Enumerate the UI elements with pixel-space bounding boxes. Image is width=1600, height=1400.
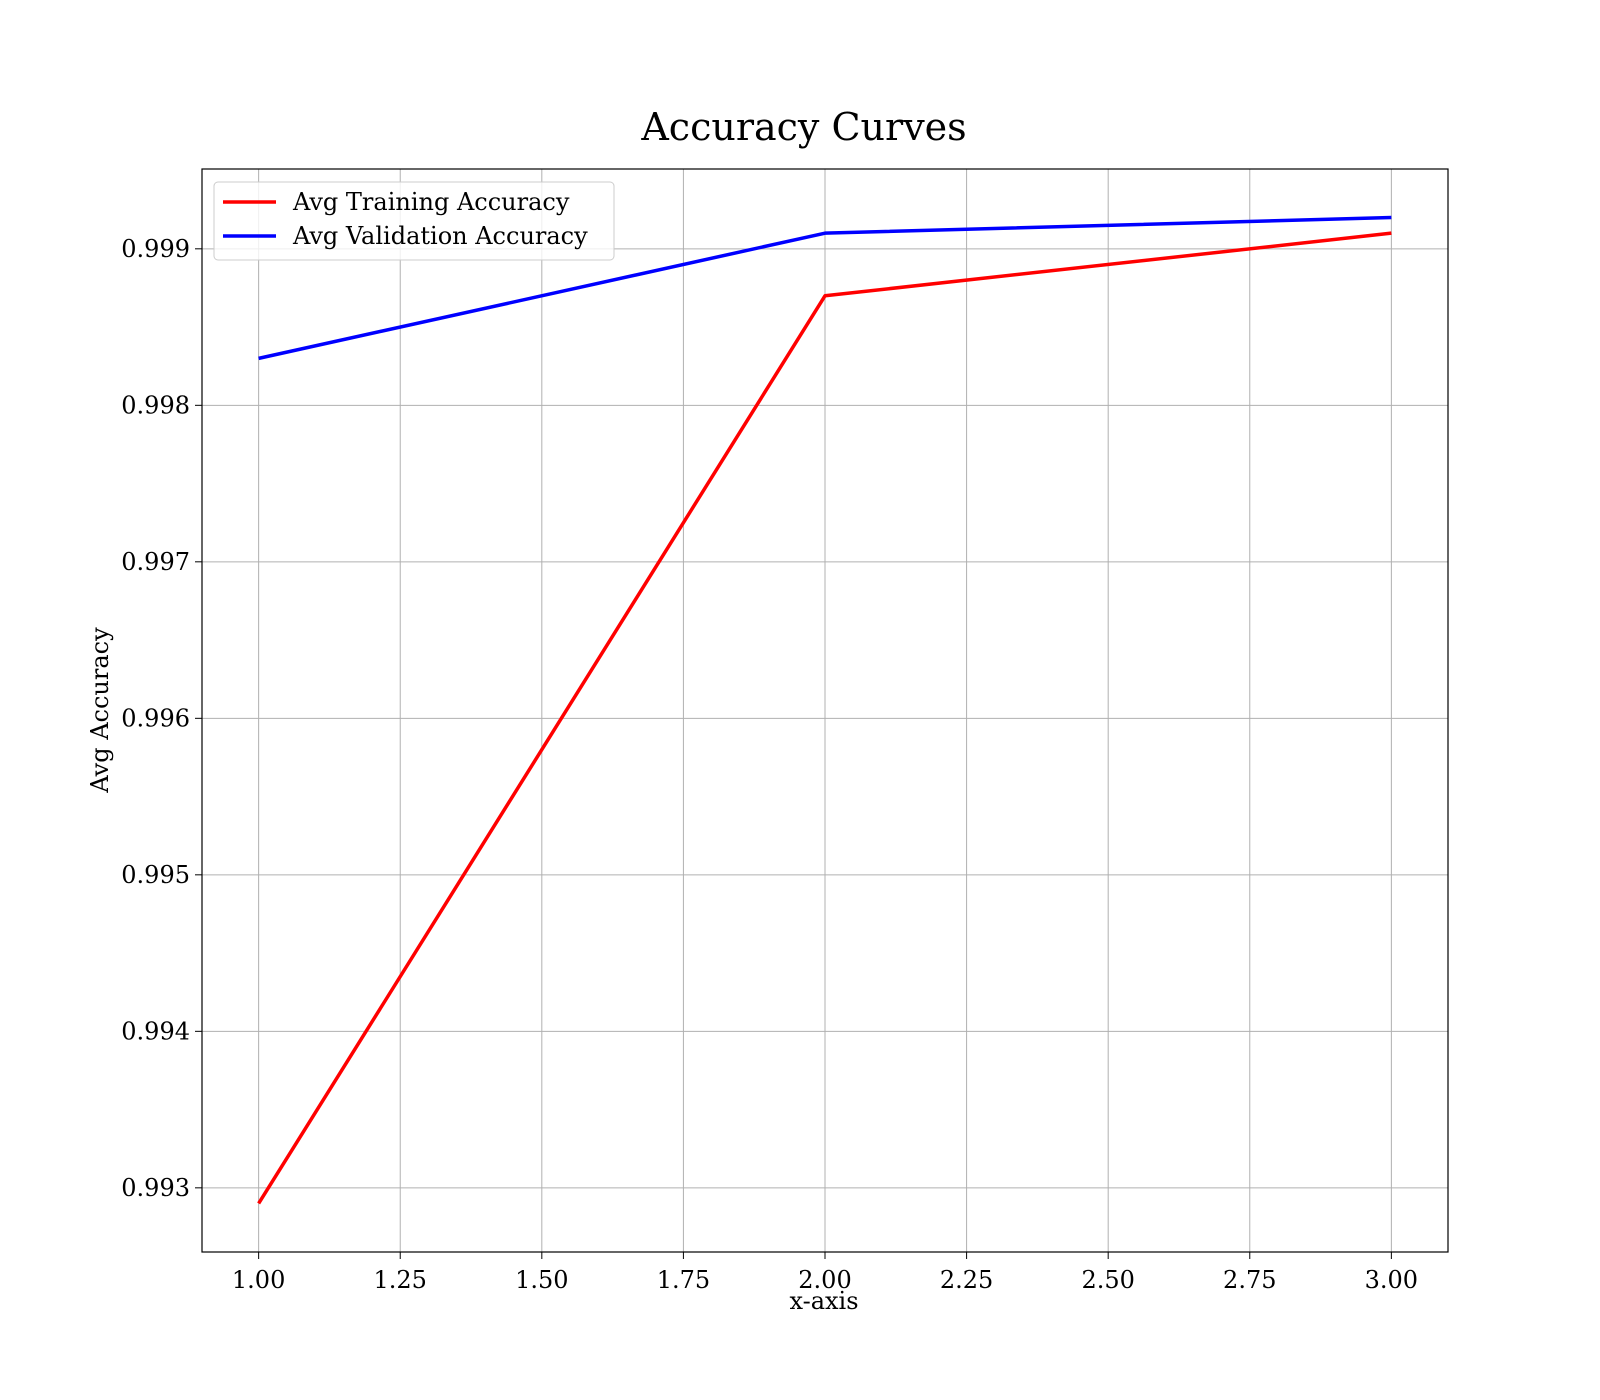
x-tick-label: 2.50 bbox=[1081, 1266, 1134, 1294]
series-layer bbox=[257, 215, 1392, 1205]
y-tick-label: 0.994 bbox=[121, 1017, 190, 1045]
legend-entry-label: Avg Validation Accuracy bbox=[292, 222, 588, 250]
y-tick-label: 0.997 bbox=[121, 548, 190, 576]
x-tick-label: 1.75 bbox=[657, 1266, 710, 1294]
x-tick-label: 1.25 bbox=[374, 1266, 427, 1294]
x-tick-label: 2.00 bbox=[798, 1266, 851, 1294]
chart-title: Accuracy Curves bbox=[640, 105, 966, 149]
series-line-validation bbox=[258, 215, 1392, 361]
x-axis-label: x-axis bbox=[789, 1287, 858, 1315]
legend-entry-label: Avg Training Accuracy bbox=[292, 188, 570, 216]
y-tick-label: 0.996 bbox=[121, 704, 190, 732]
x-tick-label: 2.25 bbox=[940, 1266, 993, 1294]
y-tick-label: 0.999 bbox=[121, 235, 190, 263]
x-tick-label: 2.75 bbox=[1223, 1266, 1276, 1294]
tick-layer: 1.00 1.25 1.50 1.75 2.00 2.25 2.50 2.75 3.00 0.99… bbox=[121, 235, 1418, 1294]
legend: Avg Training Accuracy Avg Validation Accu… bbox=[213, 181, 615, 261]
x-tick-label: 1.00 bbox=[232, 1266, 285, 1294]
y-tick-label: 0.993 bbox=[121, 1174, 190, 1202]
y-tick-label: 0.995 bbox=[121, 861, 190, 889]
y-axis-label: Avg Accuracy bbox=[86, 627, 114, 794]
series-line-training bbox=[257, 231, 1392, 1205]
grid-layer bbox=[202, 169, 1448, 1252]
y-tick-label: 0.998 bbox=[121, 391, 190, 419]
x-tick-label: 3.00 bbox=[1365, 1266, 1418, 1294]
x-tick-label: 1.50 bbox=[515, 1266, 568, 1294]
legend-box bbox=[213, 181, 615, 261]
